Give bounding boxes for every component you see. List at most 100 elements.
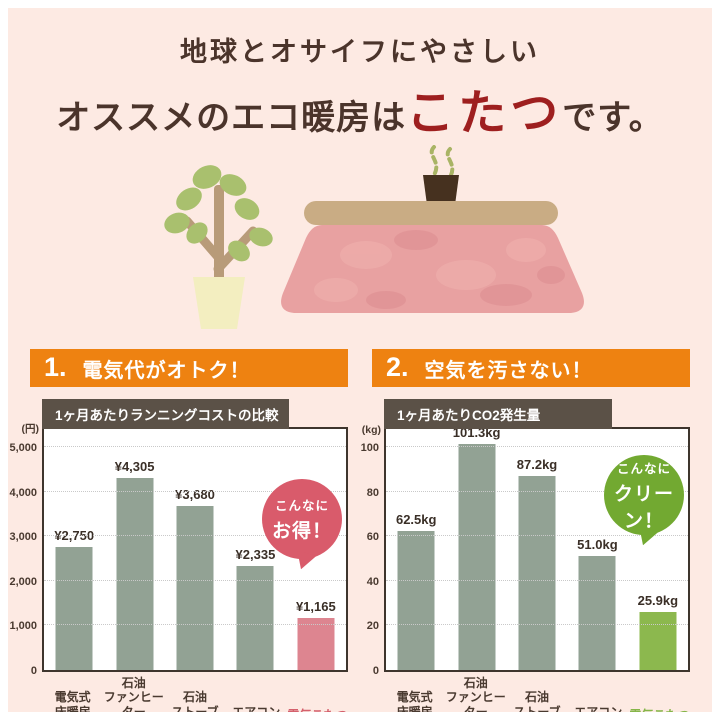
bar-series: 62.5kg 101.3kg 87.2kg 51.0kg 25.9kg bbox=[386, 425, 688, 670]
category-label: 石油 ストーブ(8畳用) bbox=[164, 676, 225, 712]
y-axis-tick-label: 2,000 bbox=[9, 575, 37, 588]
bar-value-label: ¥1,165 bbox=[295, 599, 336, 615]
y-axis-tick-label: 1,000 bbox=[9, 620, 37, 633]
clean-badge-line2: クリーン！ bbox=[613, 483, 674, 532]
savings-badge-line1: こんなに bbox=[274, 499, 329, 513]
category-name: 石油 ストーブ bbox=[171, 690, 219, 712]
title-line2-prefix: オススメのエコ暖房は bbox=[56, 100, 407, 137]
bar-value-label: 51.0kg bbox=[577, 537, 618, 553]
y-axis-tick-label: 4,000 bbox=[9, 486, 37, 499]
potted-plant-illustration bbox=[164, 165, 273, 329]
section-co2: 2. 空気を汚さない！ 1ヶ月あたりCO2発生量 62.5kg 101.3kg 87… bbox=[361, 349, 690, 712]
category-name: 電気式 床暖房 bbox=[54, 690, 91, 712]
cost-chart-plot: ¥2,750 ¥4,305 ¥3,680 ¥2,335 ¥1,165 こんなに お得！ … bbox=[9, 423, 348, 677]
bar-slot: ¥2,335 bbox=[225, 429, 285, 670]
gridline bbox=[386, 490, 688, 492]
comparison-sections: 1. 電気代がオトク！ 1ヶ月あたりランニングコストの比較 ¥2,750 ¥4,3… bbox=[8, 349, 712, 712]
bar-slot: 62.5kg bbox=[386, 429, 446, 670]
promo-page: 地球とオサイフにやさしい オススメのエコ暖房はこたつです。 bbox=[8, 8, 712, 712]
savings-badge: こんなに お得！ bbox=[262, 479, 342, 559]
y-axis-unit-label: (kg) bbox=[361, 424, 381, 436]
bar bbox=[55, 547, 93, 670]
y-axis-tick-label: 3,000 bbox=[9, 531, 37, 544]
y-axis-tick-label: 20 bbox=[366, 620, 379, 633]
category-name: 電気こたつ bbox=[629, 708, 689, 712]
bar bbox=[518, 475, 556, 670]
category-label: 石油 ファンヒーター(7畳用) bbox=[103, 676, 164, 712]
bar-value-label: ¥4,305 bbox=[114, 459, 155, 474]
category-label: エアコン(6〜7畳用) bbox=[226, 676, 287, 712]
gridline bbox=[44, 535, 346, 537]
category-name: 石油 ストーブ bbox=[513, 690, 561, 712]
category-name: 石油 ファンヒーター bbox=[103, 676, 164, 712]
illustration bbox=[8, 145, 712, 335]
co2-chart: 1ヶ月あたりCO2発生量 62.5kg 101.3kg 87.2kg 51.0kg 25… bbox=[361, 399, 690, 712]
cost-chart: 1ヶ月あたりランニングコストの比較 ¥2,750 ¥4,305 ¥3,680 ¥2,3… bbox=[9, 399, 348, 712]
bar bbox=[236, 565, 274, 670]
bar-series: ¥2,750 ¥4,305 ¥3,680 ¥2,335 ¥1,165 bbox=[44, 429, 346, 670]
bar-slot: ¥1,165 bbox=[286, 429, 346, 670]
gridline bbox=[44, 624, 346, 626]
y-axis-unit-label: (円) bbox=[21, 423, 40, 435]
bar-slot: ¥3,680 bbox=[165, 429, 225, 670]
cost-chart-title: 1ヶ月あたりランニングコストの比較 bbox=[42, 399, 289, 429]
category-name: エアコン bbox=[232, 704, 281, 712]
bar bbox=[578, 556, 616, 670]
gridline bbox=[386, 624, 688, 626]
clean-badge: こんなに クリーン！ bbox=[604, 455, 684, 535]
co2-chart-plot: 62.5kg 101.3kg 87.2kg 51.0kg 25.9kg こんなに クリー… bbox=[361, 424, 690, 677]
category-name: 石油 ファンヒーター bbox=[445, 676, 506, 712]
gridline bbox=[44, 446, 346, 447]
gridline bbox=[386, 579, 688, 581]
category-label: 電気式 床暖房(6畳あたり) bbox=[42, 676, 103, 712]
section-1-heading: 電気代がオトク！ bbox=[82, 359, 251, 382]
category-label: 電気こたつ(90×90cm) bbox=[287, 676, 348, 712]
kotatsu-illustration bbox=[281, 145, 584, 313]
bar-value-label: 25.9kg bbox=[637, 593, 679, 609]
y-axis-tick-label: 40 bbox=[366, 575, 379, 588]
co2-chart-title: 1ヶ月あたりCO2発生量 bbox=[384, 399, 612, 429]
section-1-number: 1. bbox=[44, 351, 67, 382]
cost-chart-x-labels: 電気式 床暖房(6畳あたり)石油 ファンヒーター(7畳用)石油 ストーブ(8畳用… bbox=[42, 676, 348, 712]
category-label: 電気こたつ(90×90cm) bbox=[629, 676, 690, 712]
y-axis-tick-label: 60 bbox=[366, 531, 379, 544]
gridline bbox=[44, 490, 346, 492]
gridline bbox=[44, 579, 346, 581]
title-highlight-kotatsu: こたつ bbox=[406, 87, 563, 140]
y-axis-tick-label: 5,000 bbox=[9, 442, 37, 454]
y-axis-tick-label: 0 bbox=[372, 665, 379, 677]
section-2-banner: 2. 空気を汚さない！ bbox=[372, 349, 690, 387]
bar-slot: ¥2,750 bbox=[44, 429, 104, 670]
title-line2-suffix: です。 bbox=[562, 100, 664, 137]
bar bbox=[176, 505, 214, 670]
section-1-banner: 1. 電気代がオトク！ bbox=[30, 349, 348, 387]
category-label: エアコン(6〜7畳用) bbox=[568, 676, 629, 712]
category-label: 電気式 床暖房(6畳あたり) bbox=[384, 676, 445, 712]
bar bbox=[297, 618, 335, 670]
section-2-number: 2. bbox=[386, 351, 409, 382]
clean-badge-line1: こんなに bbox=[616, 461, 671, 476]
y-axis-tick-label: 0 bbox=[30, 665, 37, 677]
bar-value-label: ¥2,335 bbox=[235, 546, 276, 562]
bar bbox=[458, 444, 496, 670]
category-name: 電気こたつ bbox=[287, 708, 347, 712]
bar-slot: 87.2kg bbox=[507, 429, 567, 670]
section-2-heading: 空気を汚さない！ bbox=[424, 359, 593, 382]
y-axis-tick-label: 100 bbox=[360, 442, 379, 454]
category-name: 電気式 床暖房 bbox=[396, 690, 433, 712]
bar-value-label: 62.5kg bbox=[395, 511, 437, 527]
co2-chart-x-labels: 電気式 床暖房(6畳あたり)石油 ファンヒーター(7畳用)石油 ストーブ(8畳用… bbox=[384, 676, 690, 712]
section-cost: 1. 電気代がオトク！ 1ヶ月あたりランニングコストの比較 ¥2,750 ¥4,3… bbox=[9, 349, 348, 712]
bar bbox=[397, 530, 435, 670]
gridline bbox=[386, 535, 688, 537]
title-line1: 地球とオサイフにやさしい bbox=[180, 37, 540, 67]
bar-slot: 51.0kg bbox=[567, 429, 627, 670]
category-label: 石油 ストーブ(8畳用) bbox=[506, 676, 567, 712]
bar-slot: ¥4,305 bbox=[104, 429, 164, 670]
page-title: 地球とオサイフにやさしい オススメのエコ暖房はこたつです。 bbox=[8, 8, 712, 143]
bar-value-label: ¥3,680 bbox=[175, 486, 215, 502]
bar-slot: 25.9kg bbox=[628, 429, 688, 670]
gridline bbox=[386, 446, 688, 447]
y-axis-tick-label: 80 bbox=[366, 486, 379, 499]
bar-slot: 101.3kg bbox=[446, 425, 506, 670]
